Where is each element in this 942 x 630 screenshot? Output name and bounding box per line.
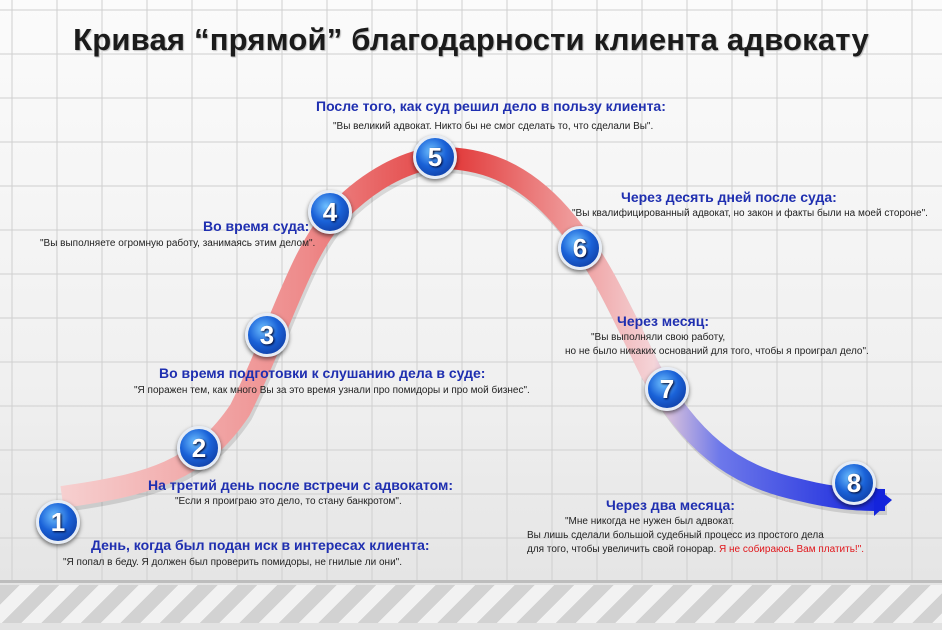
stage-3-heading: Во время подготовки к слушанию дела в су… (159, 365, 486, 381)
stage-8-badge: 8 (832, 461, 876, 505)
stage-8-quote-warning: Я не собираюсь Вам платить!". (719, 544, 865, 555)
stage-1-badge: 1 (36, 500, 80, 544)
stage-8-heading: Через два месяца: (606, 497, 735, 513)
stage-2-quote: "Если я проиграю это дело, то стану банк… (175, 496, 402, 507)
curve-arrow-tip (874, 486, 892, 516)
stage-5-heading: После того, как суд решил дело в пользу … (316, 98, 666, 114)
stage-4-heading: Во время суда: (203, 218, 310, 234)
stage-1-quote: "Я попал в беду. Я должен был проверить … (63, 557, 402, 568)
stage-7-badge: 7 (645, 367, 689, 411)
stage-8-quote-line-1: "Мне никогда не нужен был адвокат. (565, 516, 735, 527)
stage-5-badge: 5 (413, 135, 457, 179)
stage-7-quote-line-1: "Вы выполняли свою работу, (591, 332, 726, 343)
floor-line (0, 580, 942, 583)
stage-6-heading: Через десять дней после суда: (621, 189, 837, 205)
stage-8-quote-line-3: для того, чтобы увеличить свой гонорар. … (527, 543, 864, 557)
stage-2-heading: На третий день после встречи с адвокатом… (148, 477, 454, 493)
stage-1-heading: День, когда был подан иск в интересах кл… (91, 537, 430, 553)
stage-4-badge: 4 (308, 190, 352, 234)
stage-2-badge: 2 (177, 426, 221, 470)
stage-7-quote-line-2: но не было никаких оснований для того, ч… (565, 346, 869, 357)
stage-5-quote: "Вы великий адвокат. Никто бы не смог сд… (333, 121, 654, 132)
stage-8-quote-line-2: Вы лишь сделали большой судебный процесс… (527, 530, 824, 541)
page-title: Кривая “прямой” благодарности клиента ад… (73, 22, 869, 57)
curve-band (60, 146, 886, 511)
stage-8-quote-text: для того, чтобы увеличить свой гонорар. (527, 544, 717, 555)
stage-7-heading: Через месяц: (617, 313, 709, 329)
stage-4-quote: "Вы выполняете огромную работу, занимаяс… (40, 238, 316, 249)
stage-3-badge: 3 (245, 313, 289, 357)
stage-6-quote: "Вы квалифицированный адвокат, но закон … (572, 208, 928, 219)
floor-stripes (0, 585, 942, 623)
stage-6-badge: 6 (558, 226, 602, 270)
stage-3-quote: "Я поражен тем, как много Вы за это врем… (134, 385, 530, 396)
